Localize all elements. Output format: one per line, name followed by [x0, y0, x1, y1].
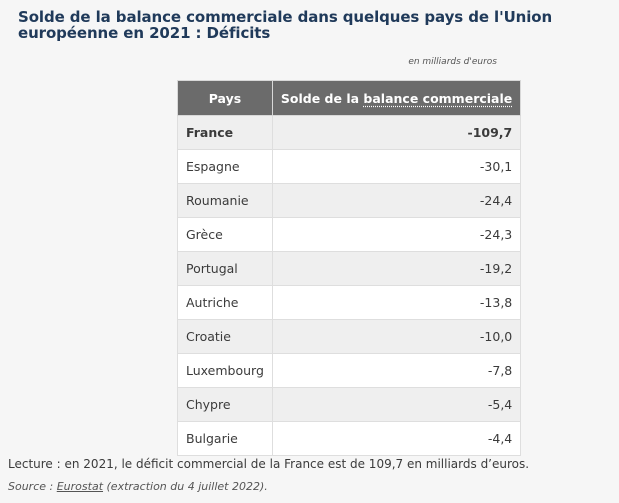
balance-cell: -7,8 [271, 353, 522, 388]
country-cell: Luxembourg [177, 353, 273, 388]
balance-cell: -19,2 [271, 251, 522, 286]
balance-cell: -5,4 [271, 387, 522, 422]
balance-cell: -13,8 [271, 285, 522, 320]
table-row: Chypre -5,4 [177, 387, 522, 422]
table-row: Roumanie -24,4 [177, 183, 522, 218]
balance-cell: -109,7 [271, 115, 522, 150]
source-suffix: (extraction du 4 juillet 2022). [103, 480, 268, 493]
table-row: Grèce -24,3 [177, 217, 522, 252]
page-title: Solde de la balance commerciale dans que… [18, 8, 553, 42]
balance-cell: -24,3 [271, 217, 522, 252]
balance-cell: -4,4 [271, 421, 522, 456]
header-solde-prefix: Solde de la [280, 90, 364, 106]
source-link-eurostat[interactable]: Eurostat [56, 480, 104, 493]
country-cell: Chypre [177, 387, 273, 422]
header-pays: Pays [177, 80, 273, 116]
table-row: Autriche -13,8 [177, 285, 522, 320]
country-cell: Croatie [177, 319, 273, 354]
table-row: Luxembourg -7,8 [177, 353, 522, 388]
country-cell: Portugal [177, 251, 273, 286]
trade-balance-table: Pays Solde de la balance commerciale Fra… [177, 80, 522, 456]
balance-cell: -30,1 [271, 149, 522, 184]
unit-note: en milliards d'euros [408, 57, 497, 67]
balance-cell: -24,4 [271, 183, 522, 218]
country-cell: Bulgarie [177, 421, 273, 456]
table-row: Portugal -19,2 [177, 251, 522, 286]
header-solde: Solde de la balance commerciale [271, 80, 522, 116]
source-prefix: Source : [8, 480, 57, 493]
source-line: Source : Eurostat (extraction du 4 juill… [8, 480, 268, 493]
country-cell: Autriche [177, 285, 273, 320]
table-row: Espagne -30,1 [177, 149, 522, 184]
table-row: Croatie -10,0 [177, 319, 522, 354]
glossary-term-balance-commerciale[interactable]: balance commerciale [363, 90, 513, 106]
table-row: France -109,7 [177, 115, 522, 150]
country-cell: Espagne [177, 149, 273, 184]
reading-note: Lecture : en 2021, le déficit commercial… [8, 457, 530, 471]
table-row: Bulgarie -4,4 [177, 421, 522, 456]
table-header-row: Pays Solde de la balance commerciale [177, 80, 522, 116]
country-cell: Grèce [177, 217, 273, 252]
balance-cell: -10,0 [271, 319, 522, 354]
country-cell: France [177, 115, 273, 150]
country-cell: Roumanie [177, 183, 273, 218]
